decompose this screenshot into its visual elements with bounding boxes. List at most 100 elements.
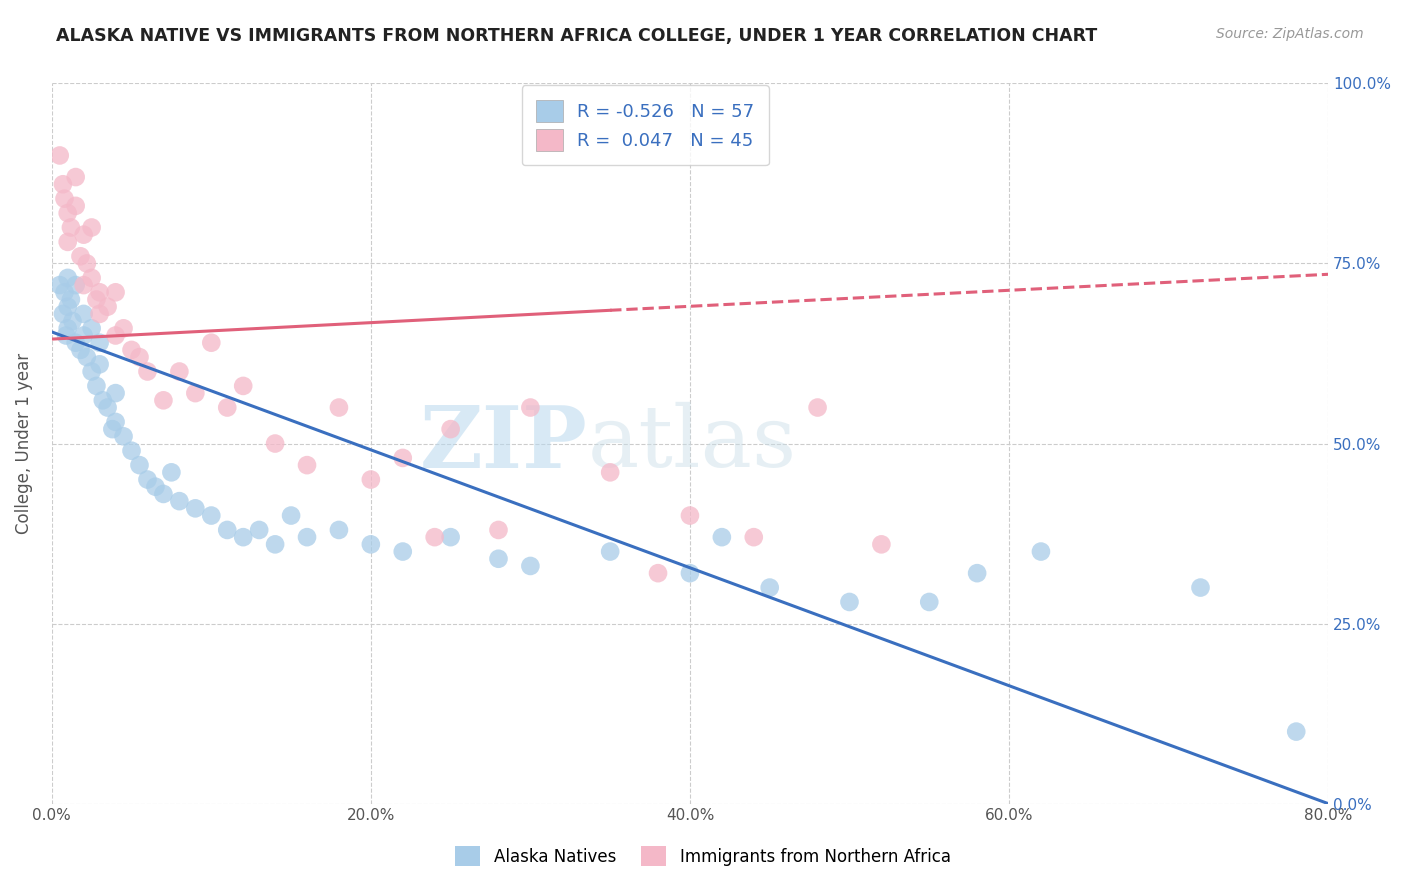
Point (80, 364, 103, 378)
Point (423, 530, 446, 544)
Point (758, 581, 780, 595)
Point (76, 350, 98, 364)
Point (86, 379, 108, 393)
Point (295, 458, 318, 472)
Point (136, 473, 159, 487)
Point (232, 530, 254, 544)
Point (328, 401, 350, 415)
Point (918, 595, 941, 609)
Point (806, 401, 828, 415)
Text: Source: ZipAtlas.com: Source: ZipAtlas.com (1216, 27, 1364, 41)
Point (128, 458, 150, 472)
Point (52, 178, 75, 192)
Text: ALASKA NATIVE VS IMMIGRANTS FROM NORTHERN AFRICA COLLEGE, UNDER 1 YEAR CORRELATI: ALASKA NATIVE VS IMMIGRANTS FROM NORTHER… (56, 27, 1098, 45)
Point (89, 357, 111, 371)
Point (217, 523, 239, 537)
Point (232, 379, 254, 393)
Point (145, 480, 167, 494)
Point (328, 523, 350, 537)
Point (1189, 581, 1212, 595)
Point (65, 170, 87, 185)
Point (599, 544, 621, 558)
Point (679, 566, 702, 581)
Point (128, 350, 150, 364)
Point (76, 256, 98, 270)
Point (519, 401, 541, 415)
Point (65, 278, 87, 293)
Point (121, 343, 143, 357)
Point (295, 530, 318, 544)
Point (391, 450, 413, 465)
Y-axis label: College, Under 1 year: College, Under 1 year (15, 353, 32, 534)
Point (104, 386, 127, 401)
Point (65, 199, 87, 213)
Point (280, 508, 302, 523)
Point (136, 364, 159, 378)
Point (56, 206, 79, 220)
Point (742, 530, 765, 544)
Point (870, 537, 893, 551)
Point (1285, 724, 1308, 739)
Point (519, 558, 541, 573)
Point (838, 595, 860, 609)
Point (966, 566, 988, 581)
Point (599, 466, 621, 480)
Point (53, 285, 76, 300)
Point (73, 227, 96, 242)
Point (97, 401, 120, 415)
Point (264, 436, 287, 450)
Text: ZIP: ZIP (420, 401, 588, 485)
Point (53, 192, 76, 206)
Point (56, 321, 79, 335)
Point (89, 285, 111, 300)
Point (48, 148, 70, 162)
Point (217, 401, 239, 415)
Point (56, 300, 79, 314)
Point (89, 335, 111, 350)
Point (112, 321, 135, 335)
Point (73, 307, 96, 321)
Point (97, 300, 120, 314)
Point (1029, 544, 1052, 558)
Point (104, 328, 127, 343)
Point (101, 422, 124, 436)
Point (48, 278, 70, 293)
Point (80, 321, 103, 335)
Point (56, 271, 79, 285)
Point (112, 429, 135, 443)
Point (391, 544, 413, 558)
Point (55, 328, 77, 343)
Point (86, 293, 108, 307)
Point (439, 422, 461, 436)
Point (488, 551, 510, 566)
Legend: R = -0.526   N = 57, R =  0.047   N = 45: R = -0.526 N = 57, R = 0.047 N = 45 (522, 86, 769, 165)
Point (200, 335, 222, 350)
Point (184, 386, 207, 401)
Point (62, 314, 84, 328)
Point (69, 343, 91, 357)
Point (264, 537, 287, 551)
Point (104, 285, 127, 300)
Point (59, 293, 82, 307)
Point (488, 523, 510, 537)
Point (80, 220, 103, 235)
Point (69, 249, 91, 263)
Point (169, 364, 191, 378)
Point (89, 307, 111, 321)
Point (360, 537, 382, 551)
Point (56, 235, 79, 249)
Point (200, 508, 222, 523)
Point (52, 307, 75, 321)
Point (360, 473, 382, 487)
Point (59, 220, 82, 235)
Point (710, 530, 733, 544)
Point (73, 278, 96, 293)
Point (65, 335, 87, 350)
Point (647, 566, 669, 581)
Point (160, 466, 183, 480)
Legend: Alaska Natives, Immigrants from Northern Africa: Alaska Natives, Immigrants from Northern… (447, 838, 959, 875)
Point (169, 494, 191, 508)
Text: atlas: atlas (588, 402, 797, 485)
Point (121, 443, 143, 458)
Point (247, 523, 270, 537)
